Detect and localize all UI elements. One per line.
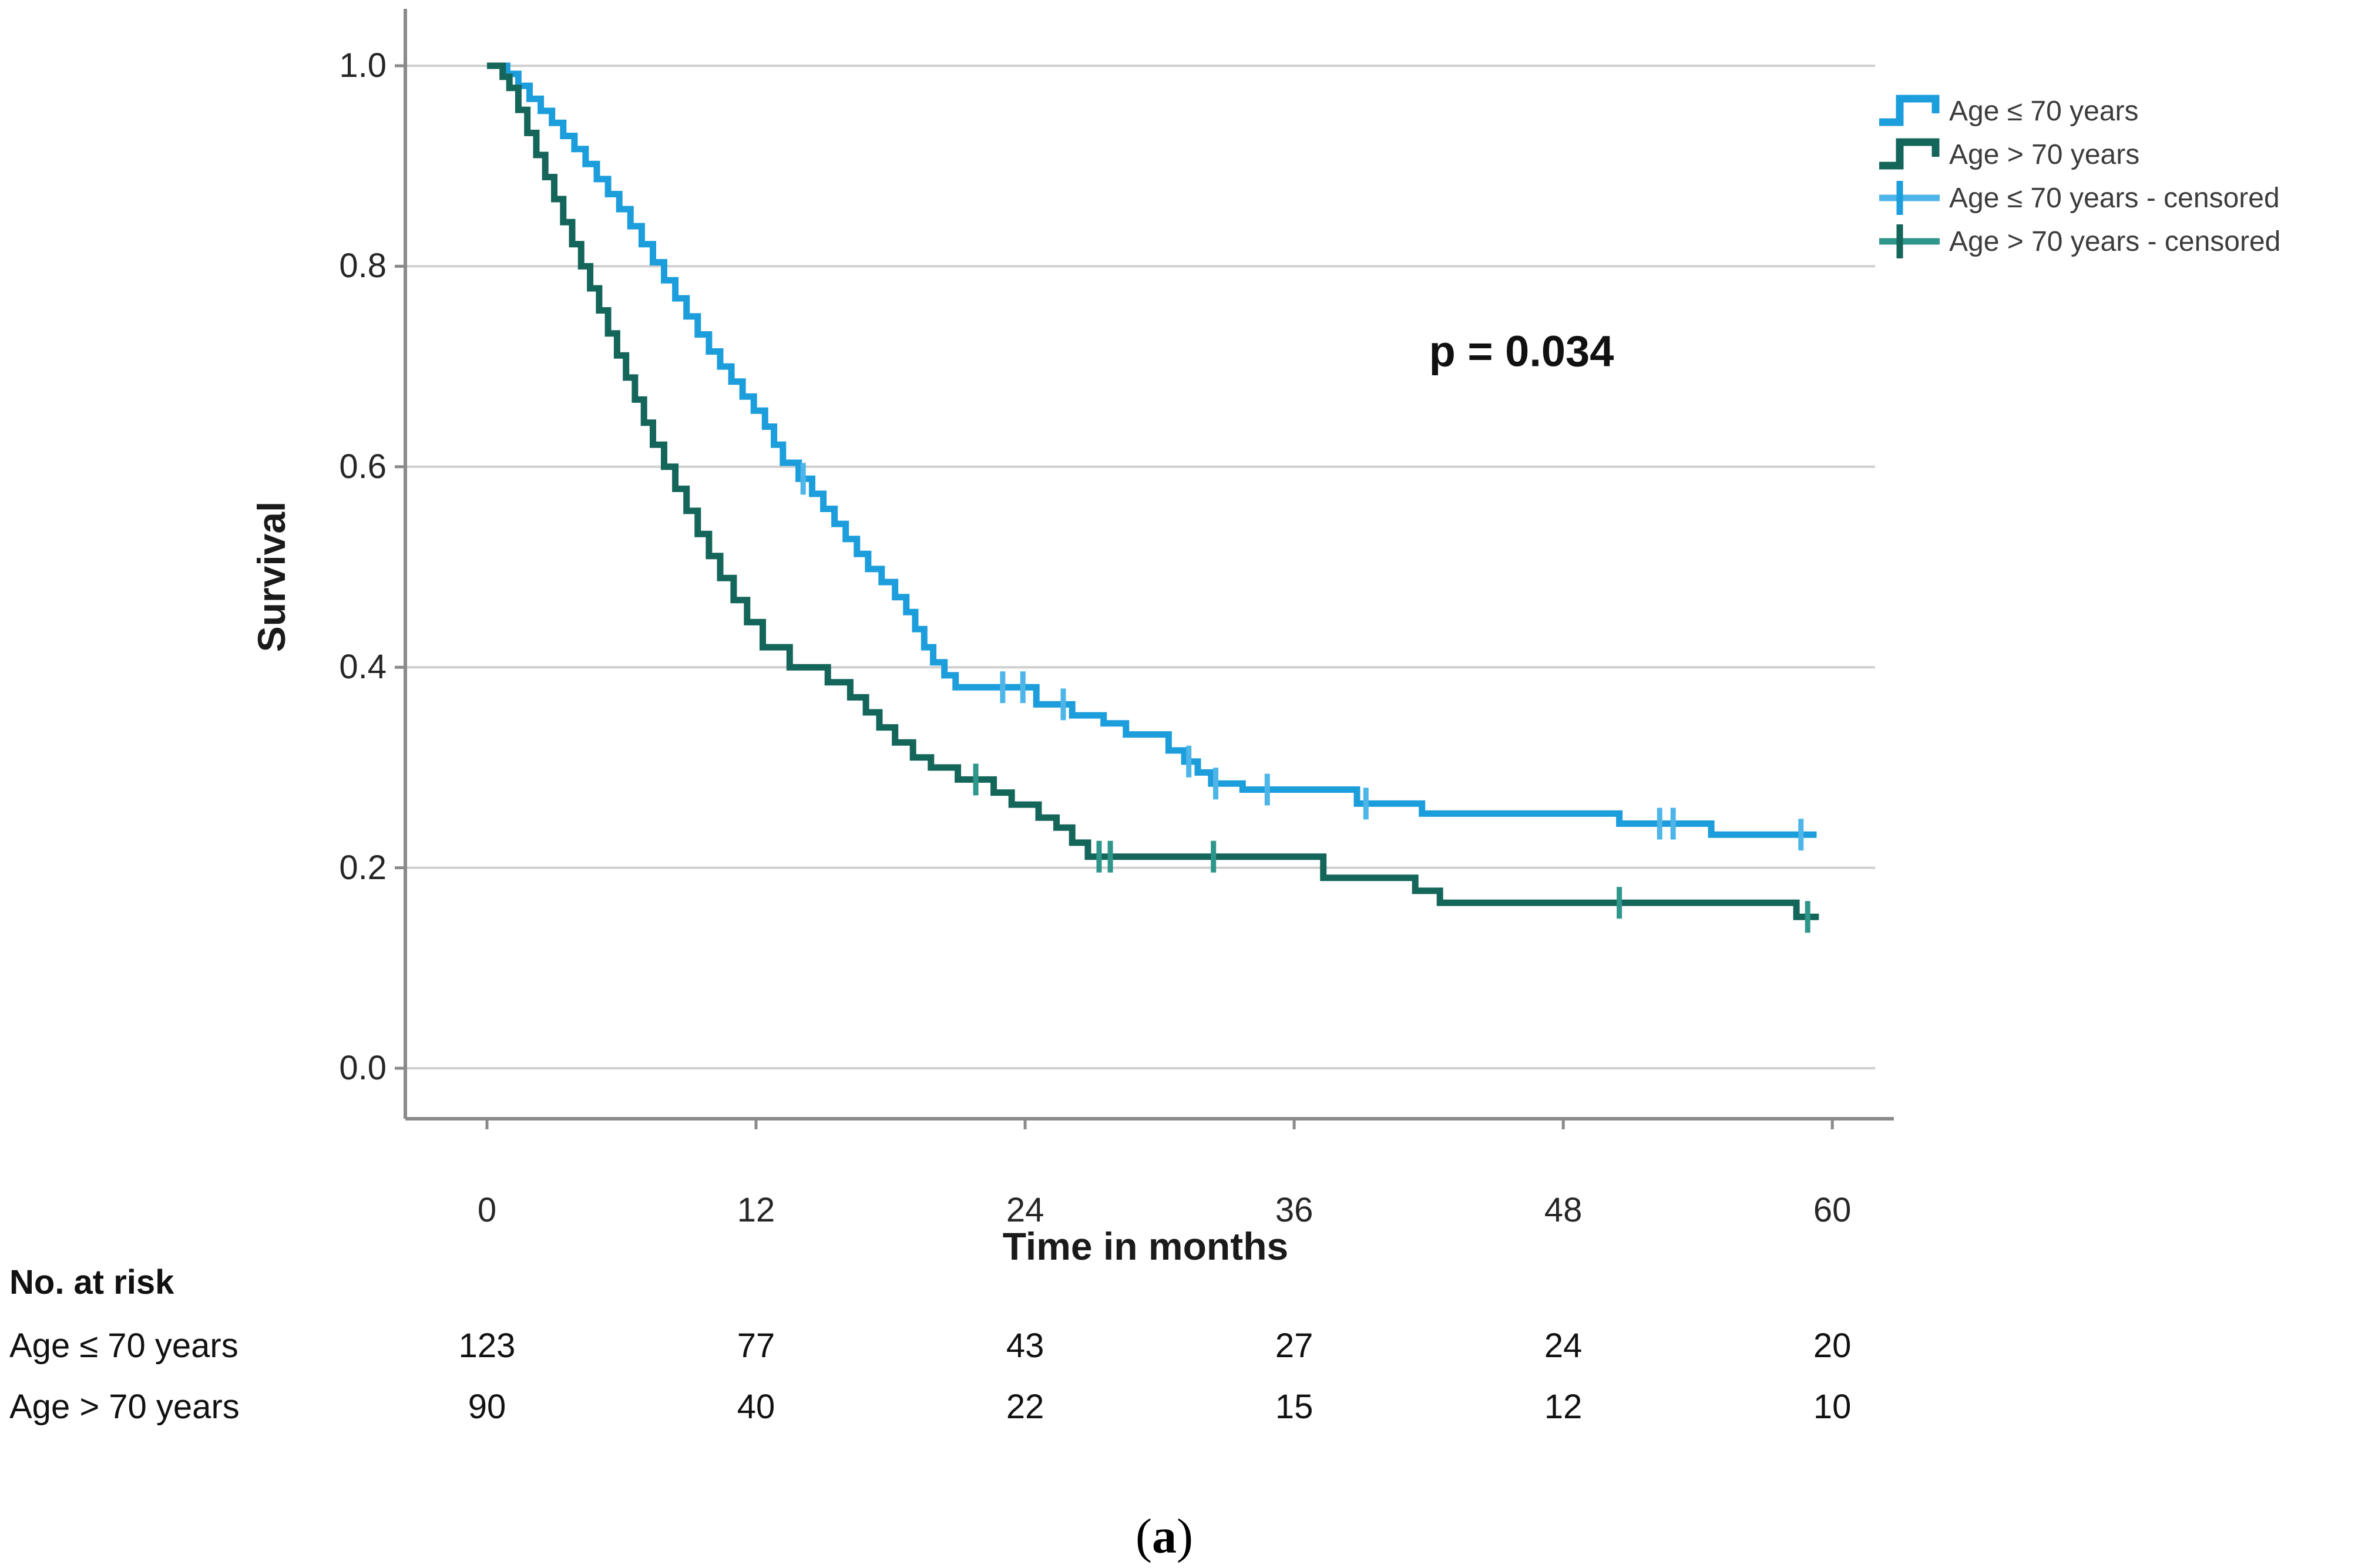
risk-count: 77 xyxy=(737,1327,775,1365)
x-tick-label: 48 xyxy=(1544,1191,1583,1229)
axes xyxy=(404,9,1894,1121)
risk-count: 22 xyxy=(1006,1388,1044,1426)
caption-letter: a xyxy=(1152,1509,1177,1564)
risk-count: 123 xyxy=(458,1327,516,1365)
legend-item-age-le-70: Age ≤ 70 years xyxy=(1877,89,2280,133)
risk-row-label-age-gt-70: Age > 70 years xyxy=(9,1388,240,1426)
legend-label: Age ≤ 70 years - censored xyxy=(1949,182,2280,214)
km-curves xyxy=(487,62,1819,920)
risk-count: 43 xyxy=(1006,1327,1044,1365)
x-tick-label: 36 xyxy=(1275,1191,1313,1229)
risk-count: 24 xyxy=(1544,1327,1583,1365)
y-tick-label: 0.8 xyxy=(339,247,387,285)
km-curve-series-1 xyxy=(487,62,1819,920)
risk-count: 20 xyxy=(1813,1327,1852,1365)
censored-plus-icon xyxy=(1879,224,1940,258)
km-curve-series-0 xyxy=(487,62,1817,838)
risk-count: 12 xyxy=(1544,1388,1583,1426)
risk-count: 90 xyxy=(468,1388,506,1426)
y-tick-label: 0.2 xyxy=(339,848,387,887)
x-tick-label: 24 xyxy=(1006,1191,1044,1229)
risk-table-title: No. at risk xyxy=(9,1263,174,1301)
x-tick-label: 60 xyxy=(1813,1191,1852,1229)
legend-item-age-le-70-censored: Age ≤ 70 years - censored xyxy=(1877,176,2280,220)
legend: Age ≤ 70 years Age > 70 years Age ≤ 70 y… xyxy=(1877,89,2280,263)
caption-paren: ( xyxy=(1136,1509,1152,1564)
step-line-icon xyxy=(1879,138,1940,170)
y-tick-label: 0.6 xyxy=(339,447,387,486)
risk-count: 10 xyxy=(1813,1388,1852,1426)
y-axis-title: Survival xyxy=(250,501,293,652)
x-tick-label: 12 xyxy=(737,1191,775,1229)
legend-label: Age > 70 years xyxy=(1949,139,2140,170)
legend-label: Age > 70 years - censored xyxy=(1949,226,2281,257)
y-tick-label: 0.0 xyxy=(339,1049,387,1087)
x-axis-title: Time in months xyxy=(1002,1224,1289,1268)
censor-marks xyxy=(800,463,1810,933)
axis-ticks xyxy=(395,64,1834,1129)
legend-item-age-gt-70: Age > 70 years xyxy=(1877,133,2280,176)
p-value-annotation: p = 0.034 xyxy=(1429,327,1614,376)
y-tick-label: 0.4 xyxy=(339,648,387,687)
risk-count: 27 xyxy=(1275,1327,1313,1365)
risk-count: 40 xyxy=(737,1388,775,1426)
gridlines xyxy=(405,65,1875,1069)
y-tick-label: 1.0 xyxy=(339,46,387,85)
risk-row-label-age-le-70: Age ≤ 70 years xyxy=(9,1327,238,1365)
figure-caption: (a) xyxy=(1136,1508,1193,1565)
step-line-icon xyxy=(1879,95,1940,126)
censored-plus-icon xyxy=(1879,181,1940,215)
x-tick-label: 0 xyxy=(477,1191,497,1229)
caption-paren: ) xyxy=(1177,1509,1193,1564)
risk-count: 15 xyxy=(1275,1388,1313,1426)
legend-label: Age ≤ 70 years xyxy=(1949,95,2139,127)
legend-item-age-gt-70-censored: Age > 70 years - censored xyxy=(1877,220,2280,263)
